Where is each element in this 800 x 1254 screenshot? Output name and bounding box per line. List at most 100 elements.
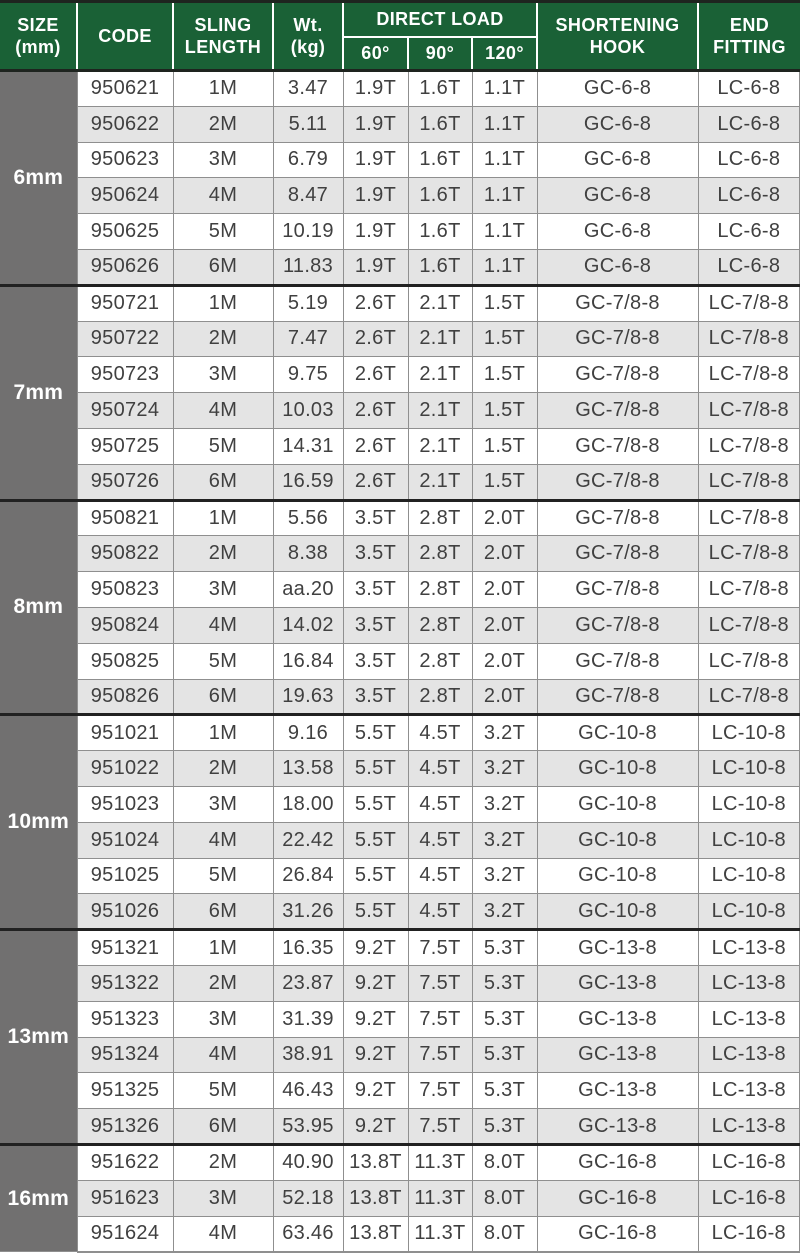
cell-sling-length: 3M [172,356,274,394]
cell-sling-length: 3M [172,141,274,179]
cell-end-fitting: LC-6-8 [697,213,800,250]
cell-load-60: 3.5T [342,606,409,644]
cell-load-90: 4.5T [407,713,473,752]
table-row: 951326 6M 53.95 9.2T 7.5T 5.3T GC-13-8 LC-13-8 [0,1108,800,1145]
cell-shortening-hook: GC-7/8-8 [536,678,699,716]
cell-end-fitting: LC-7/8-8 [697,498,800,537]
cell-sling-length: 4M [172,392,274,429]
cell-code: 950625 [76,213,174,250]
cell-weight: 22.42 [272,821,344,859]
cell-sling-length: 6M [172,1108,274,1145]
table-row: 950622 2M 5.11 1.9T 1.6T 1.1T GC-6-8 LC-6-8 [0,105,800,143]
cell-load-90: 11.3T [407,1142,473,1181]
cell-load-120: 5.3T [471,1000,538,1038]
size-group-label: 10mm [0,713,78,931]
cell-shortening-hook: GC-16-8 [536,1179,699,1217]
cell-weight: 19.63 [272,678,344,716]
cell-code: 951624 [76,1215,174,1253]
cell-weight: 63.46 [272,1215,344,1253]
cell-load-90: 2.1T [407,463,473,501]
cell-end-fitting: LC-7/8-8 [697,427,800,465]
cell-weight: 5.19 [272,283,344,322]
table-row: 950824 4M 14.02 3.5T 2.8T 2.0T GC-7/8-8 LC-7/8-… [0,606,800,644]
cell-weight: 14.31 [272,427,344,465]
cell-load-60: 2.6T [342,392,409,429]
table-row: 951623 3M 52.18 13.8T 11.3T 8.0T GC-16-8 LC-16-… [0,1179,800,1217]
cell-code: 950723 [76,356,174,394]
cell-shortening-hook: GC-7/8-8 [536,283,699,322]
cell-load-90: 1.6T [407,248,473,286]
cell-load-120: 3.2T [471,857,538,895]
cell-end-fitting: LC-7/8-8 [697,392,800,429]
cell-end-fitting: LC-13-8 [697,1072,800,1110]
cell-weight: 8.38 [272,535,344,573]
cell-load-120: 5.3T [471,1072,538,1110]
cell-load-60: 1.9T [342,105,409,143]
cell-load-120: 2.0T [471,535,538,573]
cell-weight: 16.59 [272,463,344,501]
cell-shortening-hook: GC-7/8-8 [536,427,699,465]
cell-load-60: 1.9T [342,213,409,250]
cell-weight: 53.95 [272,1108,344,1145]
cell-weight: 8.47 [272,177,344,215]
cell-code: 951326 [76,1108,174,1145]
cell-load-90: 7.5T [407,964,473,1002]
cell-load-60: 5.5T [342,713,409,752]
cell-load-120: 1.1T [471,70,538,107]
cell-shortening-hook: GC-7/8-8 [536,498,699,537]
table-row: 950823 3M aa.20 3.5T 2.8T 2.0T GC-7/8-8 LC-7/8-… [0,571,800,608]
size-group-label: 16mm [0,1142,78,1253]
cell-sling-length: 5M [172,642,274,680]
col-header-sling-length: SLING LENGTH [172,0,274,72]
cell-shortening-hook: GC-10-8 [536,750,699,787]
cell-load-60: 2.6T [342,283,409,322]
cell-load-90: 7.5T [407,1108,473,1145]
cell-weight: 7.47 [272,320,344,358]
cell-load-90: 1.6T [407,141,473,179]
cell-sling-length: 2M [172,320,274,358]
cell-shortening-hook: GC-6-8 [536,248,699,286]
cell-shortening-hook: GC-7/8-8 [536,642,699,680]
cell-weight: 46.43 [272,1072,344,1110]
cell-shortening-hook: GC-6-8 [536,105,699,143]
cell-load-120: 2.0T [471,498,538,537]
cell-shortening-hook: GC-10-8 [536,785,699,823]
cell-load-90: 2.1T [407,283,473,322]
table-row: 950624 4M 8.47 1.9T 1.6T 1.1T GC-6-8 LC-6-8 [0,177,800,215]
table-row: 950723 3M 9.75 2.6T 2.1T 1.5T GC-7/8-8 LC-7/8-8 [0,356,800,394]
cell-sling-length: 3M [172,785,274,823]
cell-code: 950823 [76,571,174,608]
cell-load-120: 3.2T [471,785,538,823]
table-row: 950726 6M 16.59 2.6T 2.1T 1.5T GC-7/8-8 LC-7/8-… [0,463,800,501]
table-row: 950825 5M 16.84 3.5T 2.8T 2.0T GC-7/8-8 LC-7/8-… [0,642,800,680]
cell-load-90: 2.8T [407,678,473,716]
cell-code: 951322 [76,964,174,1002]
cell-sling-length: 4M [172,177,274,215]
table-row: 951325 5M 46.43 9.2T 7.5T 5.3T GC-13-8 LC-13-8 [0,1072,800,1110]
cell-load-90: 11.3T [407,1179,473,1217]
cell-shortening-hook: GC-13-8 [536,1000,699,1038]
cell-shortening-hook: GC-6-8 [536,177,699,215]
cell-sling-length: 3M [172,1179,274,1217]
cell-shortening-hook: GC-13-8 [536,1108,699,1145]
cell-end-fitting: LC-10-8 [697,821,800,859]
table-row: 13mm 951321 1M 16.35 9.2T 7.5T 5.3T GC-13-8 LC-1… [0,928,800,1145]
table-row: 951624 4M 63.46 13.8T 11.3T 8.0T GC-16-8 LC-16-… [0,1215,800,1253]
cell-load-60: 9.2T [342,964,409,1002]
cell-end-fitting: LC-6-8 [697,70,800,107]
cell-load-60: 3.5T [342,678,409,716]
cell-shortening-hook: GC-7/8-8 [536,606,699,644]
cell-load-60: 5.5T [342,821,409,859]
cell-weight: 38.91 [272,1036,344,1074]
cell-sling-length: 1M [172,283,274,322]
cell-end-fitting: LC-10-8 [697,750,800,787]
cell-shortening-hook: GC-6-8 [536,213,699,250]
cell-shortening-hook: GC-13-8 [536,928,699,966]
cell-end-fitting: LC-7/8-8 [697,606,800,644]
cell-code: 950822 [76,535,174,573]
cell-end-fitting: LC-13-8 [697,1000,800,1038]
cell-code: 950626 [76,248,174,286]
table-row: 950625 5M 10.19 1.9T 1.6T 1.1T GC-6-8 LC-6-8 [0,213,800,250]
cell-sling-length: 5M [172,213,274,250]
